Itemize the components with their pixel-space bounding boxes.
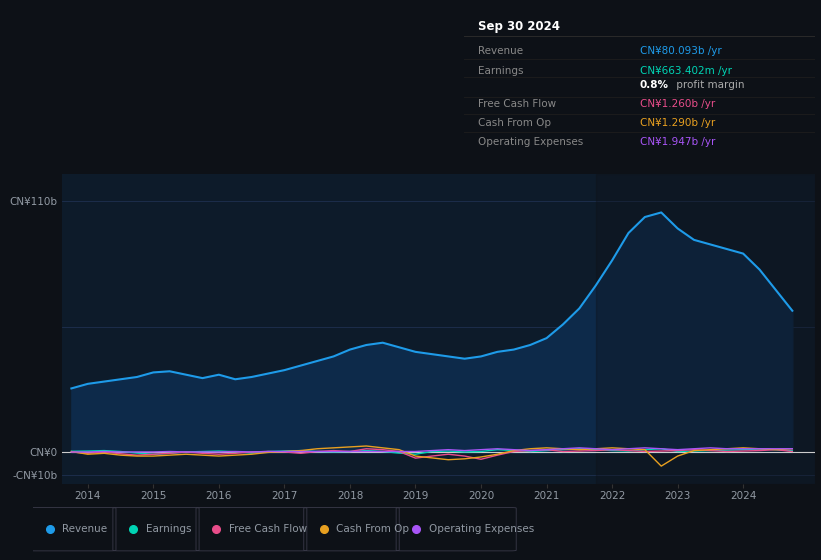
Text: 0.8%: 0.8% [640,80,668,90]
Text: Operating Expenses: Operating Expenses [429,524,534,534]
Text: CN¥1.290b /yr: CN¥1.290b /yr [640,118,715,128]
Text: profit margin: profit margin [673,80,745,90]
Text: Revenue: Revenue [62,524,108,534]
Text: CN¥80.093b /yr: CN¥80.093b /yr [640,45,722,55]
Text: Operating Expenses: Operating Expenses [478,137,583,147]
Text: Earnings: Earnings [145,524,191,534]
Text: Cash From Op: Cash From Op [337,524,410,534]
Text: Sep 30 2024: Sep 30 2024 [478,20,560,33]
Bar [596,174,815,484]
Text: CN¥1.947b /yr: CN¥1.947b /yr [640,137,715,147]
Text: Revenue: Revenue [478,45,523,55]
Text: CN¥1.260b /yr: CN¥1.260b /yr [640,99,715,109]
Text: Earnings: Earnings [478,66,524,76]
Text: Free Cash Flow: Free Cash Flow [478,99,556,109]
Text: Cash From Op: Cash From Op [478,118,551,128]
Text: CN¥663.402m /yr: CN¥663.402m /yr [640,66,732,76]
Text: Free Cash Flow: Free Cash Flow [228,524,307,534]
